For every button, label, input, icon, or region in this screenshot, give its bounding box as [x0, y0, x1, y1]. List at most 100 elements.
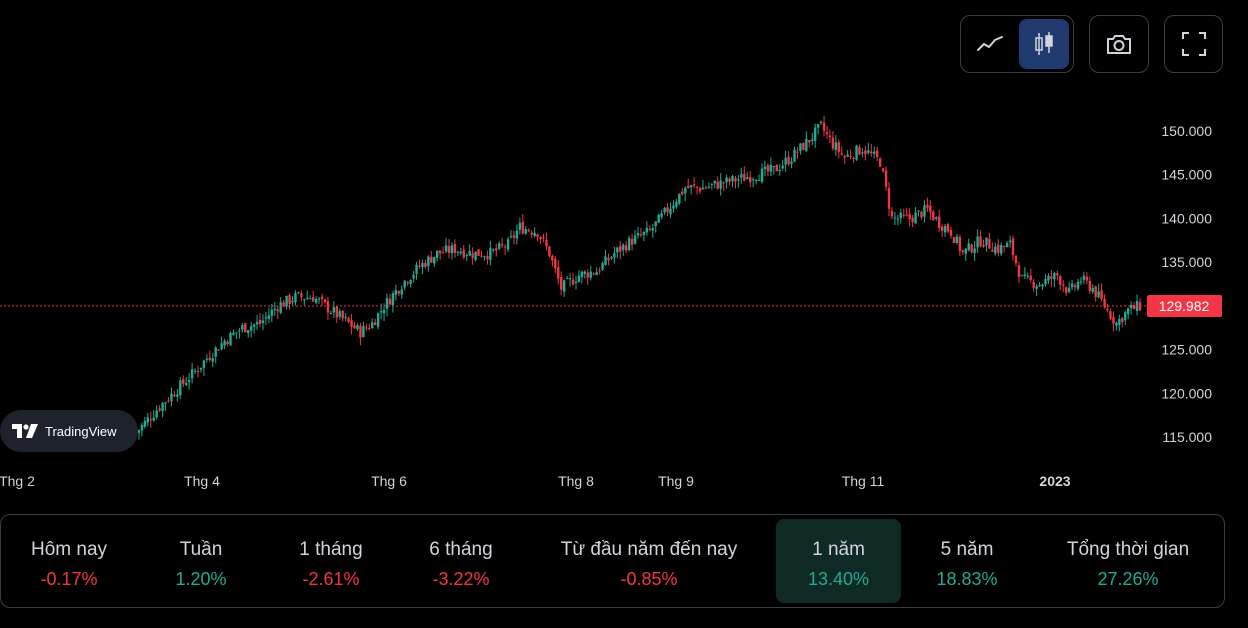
candle-body	[985, 237, 988, 246]
candle-body	[1118, 319, 1121, 325]
candle-body	[214, 347, 217, 357]
candle-body	[1126, 308, 1130, 314]
candlestick-chart[interactable]: 150.000 145.000 140.000 135.000 125.000 120.0…	[0, 0, 1248, 500]
candle-body	[754, 179, 758, 181]
perf-value: -0.85%	[620, 569, 678, 589]
x-tick-label: 2023	[1039, 473, 1070, 489]
candle-body	[893, 217, 897, 219]
candle-body	[1041, 284, 1044, 287]
candle-body	[746, 177, 749, 180]
candle-body	[692, 184, 696, 186]
candle-body	[890, 210, 894, 217]
candle-body	[226, 341, 229, 344]
candle-body	[217, 349, 220, 351]
perf-6-months[interactable]: 6 tháng -3.22%	[401, 519, 521, 603]
candle-body	[964, 248, 967, 254]
x-tick-label: Thg 8	[558, 473, 594, 489]
candlestick-chart-button[interactable]	[1019, 19, 1069, 69]
candle-body	[799, 143, 802, 152]
candle-body	[403, 280, 406, 288]
candle-body	[391, 293, 395, 306]
candle-body	[527, 230, 530, 232]
candle-body	[161, 402, 164, 412]
candle-body	[433, 256, 436, 264]
candle-body	[828, 135, 832, 137]
candle-body	[562, 280, 566, 292]
candle-body	[459, 251, 463, 254]
candle-body	[244, 323, 247, 333]
y-tick-label: 135.000	[1161, 254, 1212, 270]
candle-body	[220, 343, 223, 350]
tradingview-badge[interactable]: TradingView	[0, 410, 138, 452]
candle-body	[261, 320, 265, 323]
candle-body	[805, 138, 808, 151]
candle-body	[1020, 275, 1024, 277]
candle-body	[1008, 240, 1012, 243]
candle-body	[509, 236, 513, 238]
perf-week[interactable]: Tuần 1.20%	[141, 519, 261, 603]
perf-value: -2.61%	[302, 569, 360, 589]
candle-body	[276, 309, 279, 312]
candle-body	[350, 320, 353, 328]
candle-body	[610, 257, 613, 259]
fullscreen-toolbar	[1164, 15, 1223, 73]
candle-body	[1106, 309, 1109, 311]
candle-body	[849, 156, 852, 158]
candle-body	[914, 212, 917, 224]
candle-body	[477, 249, 480, 256]
candle-body	[418, 265, 421, 267]
candle-body	[1085, 276, 1089, 281]
candle-body	[397, 291, 401, 294]
perf-value: 1.20%	[175, 569, 227, 589]
candle-body	[1070, 283, 1074, 288]
candle-body	[970, 244, 973, 253]
candle-body	[294, 293, 297, 303]
candle-body	[185, 383, 188, 385]
perf-today[interactable]: Hôm nay -0.17%	[9, 519, 129, 603]
chart-area[interactable]: 150.000 145.000 140.000 135.000 125.000 120.0…	[0, 0, 1248, 500]
candle-body	[887, 188, 891, 209]
perf-5-years[interactable]: 5 năm 18.83%	[907, 519, 1027, 603]
candle-body	[601, 263, 604, 270]
candle-body	[441, 252, 445, 254]
candle-body	[911, 217, 914, 223]
candle-body	[196, 371, 200, 373]
candle-body	[1094, 286, 1097, 298]
candle-body	[341, 310, 344, 319]
perf-1-year[interactable]: 1 năm 13.40%	[776, 519, 901, 603]
candle-body	[873, 151, 876, 154]
candle-body	[394, 290, 398, 295]
candle-body	[938, 216, 941, 229]
x-tick-label: Thg 2	[0, 473, 35, 489]
candle-body	[279, 302, 282, 313]
candle-body	[282, 302, 285, 307]
x-tick-label: Thg 11	[842, 473, 885, 489]
perf-value: 13.40%	[807, 569, 870, 589]
candle-body	[462, 249, 465, 258]
candle-body	[1035, 286, 1038, 289]
candle-body	[447, 246, 451, 253]
candle-body	[979, 236, 982, 247]
candle-body	[1011, 238, 1015, 256]
perf-1-month[interactable]: 1 tháng -2.61%	[271, 519, 391, 603]
candle-body	[819, 121, 823, 123]
line-chart-button[interactable]	[965, 19, 1015, 69]
candle-body	[917, 210, 920, 212]
screenshot-button[interactable]	[1094, 19, 1144, 69]
candle-body	[1059, 276, 1062, 285]
candle-body	[486, 256, 489, 260]
candle-body	[861, 152, 864, 154]
perf-ytd[interactable]: Từ đầu năm đến nay -0.85%	[531, 519, 767, 603]
perf-all-time[interactable]: Tổng thời gian 27.26%	[1043, 519, 1213, 603]
candle-body	[651, 228, 654, 231]
candles-group	[134, 115, 1142, 440]
candle-body	[173, 394, 176, 397]
x-tick-label: Thg 6	[371, 473, 407, 489]
candle-body	[498, 243, 501, 249]
fullscreen-button[interactable]	[1169, 19, 1219, 69]
candle-body	[778, 169, 781, 171]
candle-body	[710, 183, 714, 185]
candle-body	[663, 207, 666, 213]
candle-body	[515, 230, 519, 239]
candle-body	[436, 250, 439, 258]
